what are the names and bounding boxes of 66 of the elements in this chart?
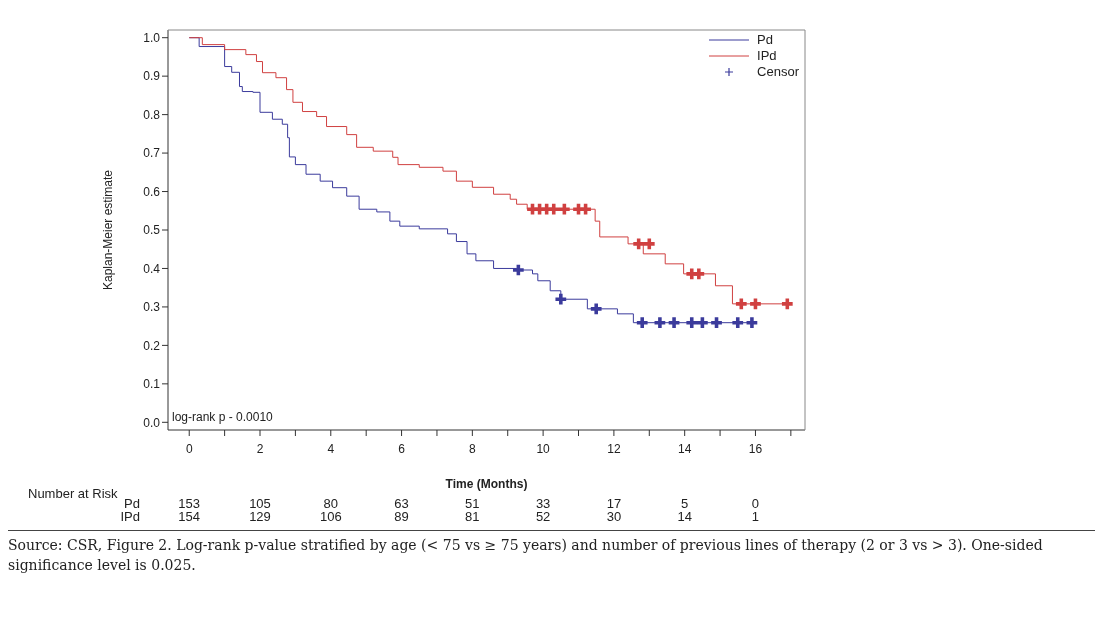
y-tick-label: 0.3 (143, 300, 161, 315)
y-tick-label: 0.4 (143, 261, 161, 276)
y-tick-label: 0.5 (143, 223, 161, 238)
point (686, 317, 698, 329)
text: 33 (534, 496, 552, 511)
legend-label: Pd (757, 32, 773, 48)
text: 105 (248, 496, 272, 511)
point (512, 264, 524, 276)
point (643, 238, 655, 250)
text: Pd (124, 496, 140, 511)
text: Number at Risk (28, 486, 118, 501)
point (555, 293, 567, 305)
point (732, 317, 744, 329)
point (735, 298, 747, 310)
y-tick-label: 0.8 (143, 107, 161, 122)
text: 5 (680, 496, 690, 511)
text: 51 (464, 496, 481, 511)
y-tick-label: 1.0 (143, 30, 161, 45)
point (693, 268, 705, 280)
point (781, 298, 793, 310)
x-tick-label: 14 (678, 441, 692, 456)
y-tick-label: 0.1 (143, 377, 161, 392)
y-tick-label: 0.9 (143, 69, 161, 84)
annotation: log-rank p - 0.0010 (172, 410, 273, 424)
x-tick-label: 6 (398, 441, 406, 456)
x-tick-label: 8 (469, 441, 476, 456)
x-tick-label: 2 (256, 441, 264, 456)
y-tick-label: 0.0 (143, 415, 161, 430)
point (636, 317, 648, 329)
y-tick-label: 0.6 (143, 184, 161, 199)
x-tick-label: 0 (185, 441, 193, 456)
y-axis-title: Kaplan-Meier estimate (101, 169, 116, 291)
text: 63 (393, 496, 410, 511)
point (750, 298, 761, 310)
point (633, 238, 645, 250)
point (580, 203, 591, 215)
text: IPd (120, 509, 140, 524)
text: 106 (318, 509, 343, 524)
text: 153 (177, 496, 202, 511)
point (548, 203, 560, 215)
source-note: Source: CSR, Figure 2. Log-rank p-value stratified by age (< 75 vs ≥ 75 years) and number of previous lines of therapy (2 or 3 vs > 3). One-sided significance level is 0.025. (8, 530, 1095, 575)
text: 52 (534, 509, 552, 524)
legend-label: IPd (757, 48, 777, 64)
y-tick-label: 0.2 (143, 338, 161, 353)
text: 17 (605, 496, 623, 511)
x-tick-label: 16 (748, 441, 763, 456)
point (558, 203, 570, 215)
point (746, 317, 758, 329)
point (654, 317, 666, 329)
text: 80 (322, 496, 339, 511)
text: 0 (750, 496, 761, 511)
legend-label: Censor (757, 64, 799, 80)
text: 129 (248, 509, 272, 524)
text: 1 (750, 509, 761, 524)
x-tick-label: 12 (607, 441, 621, 456)
x-axis-title: Time (Months) (445, 477, 528, 491)
x-tick-label: 4 (327, 441, 335, 456)
text: 30 (605, 509, 623, 524)
point (668, 317, 680, 329)
text: 81 (464, 509, 481, 524)
point (590, 303, 602, 315)
text: 154 (177, 509, 202, 524)
x-tick-label: 10 (536, 441, 551, 456)
text: 89 (393, 509, 410, 524)
text: 14 (676, 509, 693, 524)
y-tick-label: 0.7 (143, 146, 161, 161)
